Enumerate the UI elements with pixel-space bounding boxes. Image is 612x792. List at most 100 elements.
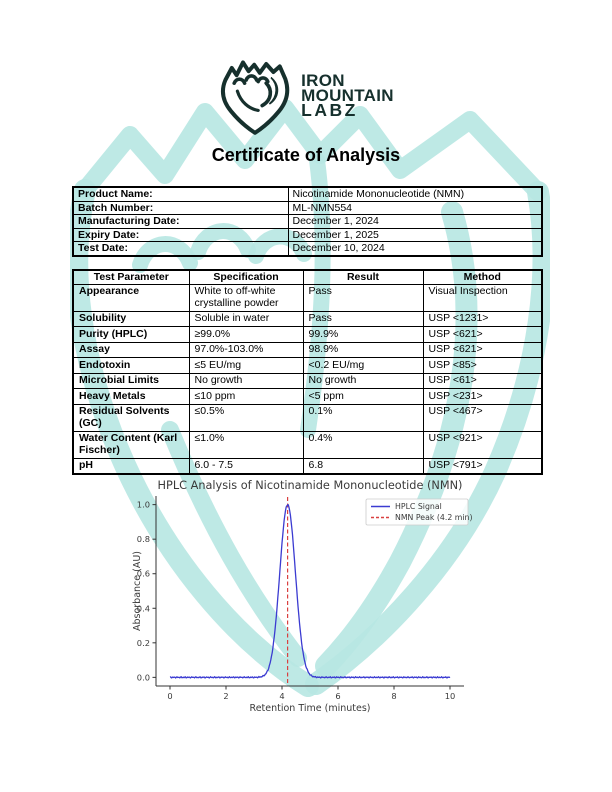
method: USP <791>	[422, 457, 543, 475]
result: 99.9%	[302, 326, 424, 343]
y-tick-label: 0.2	[137, 638, 150, 648]
result: Pass	[302, 283, 424, 312]
test-parameter: Assay	[72, 341, 190, 358]
specification: 6.0 - 7.5	[188, 457, 304, 475]
info-value: December 1, 2024	[287, 214, 543, 229]
specification: No growth	[188, 372, 304, 389]
result: Pass	[302, 310, 424, 327]
brand-logo: IRON MOUNTAIN LABZ	[0, 56, 612, 136]
info-row: Manufacturing Date: December 1, 2024	[72, 214, 543, 229]
test-parameter: Solubility	[72, 310, 190, 327]
test-results-table: Test Parameter Specification Result Method …	[72, 269, 543, 475]
logo-line-labz: LABZ	[301, 100, 358, 121]
x-tick-label: 6	[335, 691, 340, 701]
test-row: Residual Solvents (GC) ≤0.5% 0.1% USP <467>	[72, 403, 543, 432]
info-label: Test Date:	[72, 241, 289, 256]
test-parameter: pH	[72, 457, 190, 475]
test-parameter: Appearance	[72, 283, 190, 312]
test-row: Microbial Limits No growth No growth USP <6…	[72, 372, 543, 389]
chart-title: HPLC Analysis of Nicotinamide Mononucleo…	[158, 479, 463, 492]
x-tick-label: 0	[167, 691, 172, 701]
logo-text: IRON MOUNTAIN LABZ	[301, 71, 394, 121]
info-row: Product Name: Nicotinamide Mononucleotide…	[72, 186, 543, 202]
method: USP <921>	[422, 430, 543, 459]
y-tick-label: 0.8	[137, 534, 150, 544]
x-tick-label: 4	[279, 691, 284, 701]
test-row: pH 6.0 - 7.5 6.8 USP <791>	[72, 457, 543, 475]
method: USP <231>	[422, 388, 543, 405]
legend-box	[365, 498, 469, 526]
info-value: ML-NMN554	[287, 200, 543, 215]
info-row: Test Date: December 10, 2024	[72, 241, 543, 256]
method: USP <1231>	[422, 310, 543, 327]
info-label: Expiry Date:	[72, 227, 289, 242]
x-tick-label: 10	[445, 691, 456, 701]
y-tick-label: 0.4	[137, 603, 150, 613]
hplc-chart: HPLC Analysis of Nicotinamide Mononucleo…	[132, 479, 473, 714]
legend-label: NMN Peak (4.2 min)	[395, 513, 473, 522]
test-parameter: Heavy Metals	[72, 388, 190, 405]
test-row: Endotoxin ≤5 EU/mg <0.2 EU/mg USP <85>	[72, 357, 543, 374]
info-label: Batch Number:	[72, 200, 289, 215]
logo-line-iron: IRON	[301, 71, 345, 91]
result: 0.4%	[302, 430, 424, 459]
test-parameter: Microbial Limits	[72, 372, 190, 389]
specification: ≤1.0%	[188, 430, 304, 459]
method: USP <621>	[422, 326, 543, 343]
specification: ≤5 EU/mg	[188, 357, 304, 374]
method: USP <467>	[422, 403, 543, 432]
x-axis-label: Retention Time (minutes)	[250, 703, 371, 714]
product-info-table: Product Name: Nicotinamide Mononucleotide…	[72, 186, 543, 257]
info-value: December 1, 2025	[287, 227, 543, 242]
info-value: December 10, 2024	[287, 241, 543, 256]
chart-legend: HPLC Signal NMN Peak (4.2 min)	[365, 498, 473, 526]
y-tick-label: 0.0	[137, 672, 150, 682]
legend-label: HPLC Signal	[395, 502, 442, 511]
column-header: Method	[422, 269, 543, 285]
column-header: Result	[302, 269, 424, 285]
test-row: Water Content (Karl Fischer) ≤1.0% 0.4% USP…	[72, 430, 543, 459]
info-label: Product Name:	[72, 186, 289, 202]
y-axis-label: Absorbance (AU)	[132, 551, 143, 631]
test-parameter: Water Content (Karl Fischer)	[72, 430, 190, 459]
mountain-shield-icon	[221, 60, 290, 135]
specification: ≥99.0%	[188, 326, 304, 343]
test-row: Purity (HPLC) ≥99.0% 99.9% USP <621>	[72, 326, 543, 343]
y-tick-label: 0.6	[137, 569, 150, 579]
test-row: Solubility Soluble in water Pass USP <1231>	[72, 310, 543, 327]
x-tick-label: 8	[391, 691, 396, 701]
watermark-mountain-ridge	[76, 100, 547, 201]
test-row: Appearance White to off-white crystalline…	[72, 283, 543, 312]
info-value: Nicotinamide Mononucleotide (NMN)	[287, 186, 543, 202]
logo-line-mountain: MOUNTAIN	[301, 85, 394, 105]
specification: ≤10 ppm	[188, 388, 304, 405]
hplc-signal-curve	[169, 504, 451, 679]
specification: ≤0.5%	[188, 403, 304, 432]
specification: 97.0%-103.0%	[188, 341, 304, 358]
method: Visual Inspection	[422, 283, 543, 312]
test-table-header-row: Test Parameter Specification Result Method	[72, 269, 543, 285]
test-parameter: Purity (HPLC)	[72, 326, 190, 343]
column-header: Specification	[188, 269, 304, 285]
info-label: Manufacturing Date:	[72, 214, 289, 229]
page-title: Certificate of Analysis	[211, 145, 401, 165]
result: <5 ppm	[302, 388, 424, 405]
test-row: Assay 97.0%-103.0% 98.9% USP <621>	[72, 341, 543, 358]
specification: White to off-white crystalline powder	[188, 283, 304, 312]
info-row: Batch Number: ML-NMN554	[72, 200, 543, 215]
x-tick-label: 2	[223, 691, 228, 701]
y-tick-label: 1.0	[137, 500, 150, 510]
method: USP <61>	[422, 372, 543, 389]
result: 0.1%	[302, 403, 424, 432]
result: 6.8	[302, 457, 424, 475]
test-row: Heavy Metals ≤10 ppm <5 ppm USP <231>	[72, 388, 543, 405]
result: No growth	[302, 372, 424, 389]
specification: Soluble in water	[188, 310, 304, 327]
result: 98.9%	[302, 341, 424, 358]
method: USP <621>	[422, 341, 543, 358]
logo-wrap: IRON MOUNTAIN LABZ	[218, 56, 394, 136]
method: USP <85>	[422, 357, 543, 374]
test-parameter: Endotoxin	[72, 357, 190, 374]
info-row: Expiry Date: December 1, 2025	[72, 227, 543, 242]
